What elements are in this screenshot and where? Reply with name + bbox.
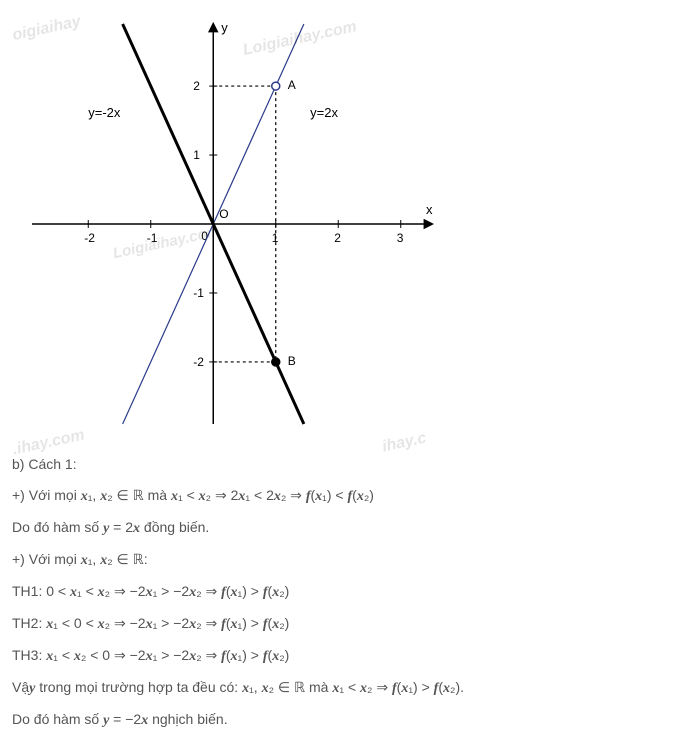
para-case-3: TH3: x₁ < x₂ < 0 ⇒ −2x₁ > −2x₂ ⇒ f(x₁) >… xyxy=(12,645,665,667)
svg-text:2: 2 xyxy=(334,231,341,245)
svg-text:y=-2x: y=-2x xyxy=(88,105,121,120)
chart-container: xyO-2-10123-2-112y=2xy=-2xAB oigiaihayLo… xyxy=(12,4,452,444)
svg-text:y: y xyxy=(221,20,228,35)
svg-text:A: A xyxy=(288,78,296,92)
chart-svg: xyO-2-10123-2-112y=2xy=-2xAB xyxy=(12,4,452,444)
svg-text:-1: -1 xyxy=(193,286,204,300)
svg-text:-1: -1 xyxy=(147,231,158,245)
svg-text:3: 3 xyxy=(397,231,404,245)
para-dec-summary: Vậy trong mọi trường hợp ta đều có: x₁, … xyxy=(12,677,665,699)
svg-text:-2: -2 xyxy=(84,231,95,245)
para-dec-conclusion: Do đó hàm số y = −2x nghịch biến. xyxy=(12,709,665,731)
para-case-1: TH1: 0 < x₁ < x₂ ⇒ −2x₁ > −2x₂ ⇒ f(x₁) >… xyxy=(12,581,665,603)
svg-text:-2: -2 xyxy=(193,355,204,369)
svg-text:y=2x: y=2x xyxy=(310,105,338,120)
para-inc-conclusion: Do đó hàm số y = 2x đồng biến. xyxy=(12,517,665,539)
para-case-2: TH2: x₁ < 0 < x₂ ⇒ −2x₁ > −2x₂ ⇒ f(x₁) >… xyxy=(12,613,665,635)
svg-text:2: 2 xyxy=(193,79,200,93)
para-inc-premise: +) Với mọi x₁, x₂ ∈ ℝ mà x₁ < x₂ ⇒ 2x₁ <… xyxy=(12,485,665,507)
svg-text:1: 1 xyxy=(193,148,200,162)
para-b-method: b) Cách 1: xyxy=(12,454,665,475)
svg-text:x: x xyxy=(426,202,433,217)
svg-text:B: B xyxy=(288,354,296,368)
para-dec-premise: +) Với mọi x₁, x₂ ∈ ℝ: xyxy=(12,549,665,571)
